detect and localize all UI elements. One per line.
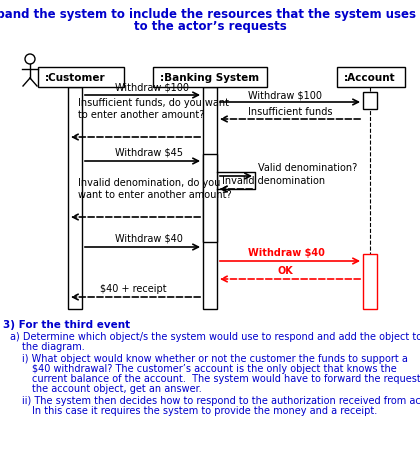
Text: ii) The system then decides how to respond to the authorization received from ac: ii) The system then decides how to respo… <box>22 395 420 405</box>
Text: Invalid denomination, do you
want to enter another amount?: Invalid denomination, do you want to ent… <box>78 178 231 200</box>
Text: Withdraw $100: Withdraw $100 <box>115 83 189 93</box>
Text: Withdraw $40: Withdraw $40 <box>248 247 325 257</box>
Text: :Banking System: :Banking System <box>160 73 260 83</box>
Text: current balance of the account.  The system would have to forward the request to: current balance of the account. The syst… <box>32 373 420 383</box>
Bar <box>203 155 217 242</box>
Text: Insufficient funds, do you want
to enter another amount?: Insufficient funds, do you want to enter… <box>78 98 229 120</box>
Text: Valid denomination?: Valid denomination? <box>258 162 357 173</box>
Text: In this case it requires the system to provide the money and a receipt.: In this case it requires the system to p… <box>32 405 377 415</box>
Text: Withdraw $45: Withdraw $45 <box>115 148 183 157</box>
Bar <box>337 68 405 88</box>
Text: OK: OK <box>278 265 294 275</box>
Text: $40 withdrawal? The customer’s account is the only object that knows the: $40 withdrawal? The customer’s account i… <box>32 363 397 373</box>
Text: i) What object would know whether or not the customer the funds to support a: i) What object would know whether or not… <box>22 353 408 363</box>
Text: $40 + receipt: $40 + receipt <box>100 283 167 293</box>
Text: Step 2: Expand the system to include the resources that the system uses to respo: Step 2: Expand the system to include the… <box>0 8 420 21</box>
Text: :Account: :Account <box>344 73 396 83</box>
Bar <box>68 88 82 309</box>
Bar <box>363 254 377 309</box>
Text: the diagram.: the diagram. <box>22 341 85 351</box>
Text: the account object, get an answer.: the account object, get an answer. <box>32 383 202 393</box>
Text: Withdraw $40: Withdraw $40 <box>115 234 183 243</box>
Text: a) Determine which object/s the system would use to respond and add the object t: a) Determine which object/s the system w… <box>10 331 420 341</box>
Text: Insufficient funds: Insufficient funds <box>248 107 333 117</box>
Bar <box>38 68 124 88</box>
Bar <box>363 93 377 110</box>
Text: Invalid denomination: Invalid denomination <box>222 176 325 185</box>
Text: to the actor’s requests: to the actor’s requests <box>134 20 286 33</box>
Text: Withdraw $100: Withdraw $100 <box>248 90 322 100</box>
Text: :Customer: :Customer <box>45 73 105 83</box>
Bar <box>153 68 267 88</box>
Text: 3) For the third event: 3) For the third event <box>3 319 130 329</box>
Bar <box>203 88 217 309</box>
